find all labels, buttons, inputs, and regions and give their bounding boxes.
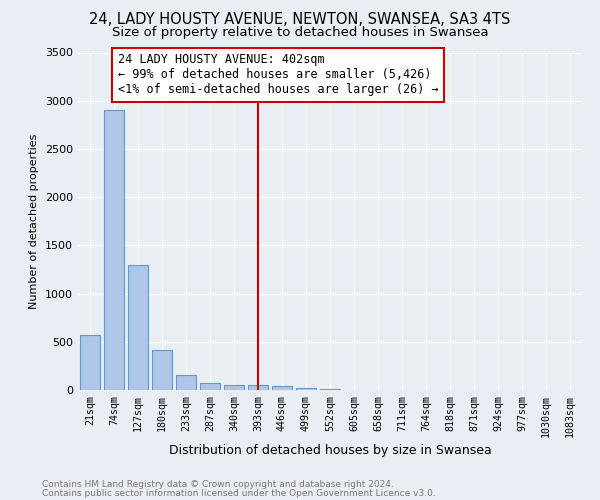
- Bar: [272, 386, 292, 390]
- Y-axis label: Number of detached properties: Number of detached properties: [29, 134, 40, 309]
- Bar: [224, 385, 244, 390]
- Bar: [104, 110, 124, 390]
- Bar: [320, 389, 340, 390]
- Bar: [152, 350, 172, 390]
- Text: Contains HM Land Registry data © Crown copyright and database right 2024.: Contains HM Land Registry data © Crown c…: [42, 480, 394, 489]
- Bar: [176, 375, 196, 390]
- X-axis label: Distribution of detached houses by size in Swansea: Distribution of detached houses by size …: [169, 444, 491, 457]
- Bar: [80, 335, 100, 390]
- Bar: [200, 383, 220, 390]
- Bar: [248, 385, 268, 390]
- Bar: [128, 264, 148, 390]
- Text: Contains public sector information licensed under the Open Government Licence v3: Contains public sector information licen…: [42, 488, 436, 498]
- Bar: [296, 388, 316, 390]
- Text: 24 LADY HOUSTY AVENUE: 402sqm
← 99% of detached houses are smaller (5,426)
<1% o: 24 LADY HOUSTY AVENUE: 402sqm ← 99% of d…: [118, 54, 438, 96]
- Text: 24, LADY HOUSTY AVENUE, NEWTON, SWANSEA, SA3 4TS: 24, LADY HOUSTY AVENUE, NEWTON, SWANSEA,…: [89, 12, 511, 28]
- Text: Size of property relative to detached houses in Swansea: Size of property relative to detached ho…: [112, 26, 488, 39]
